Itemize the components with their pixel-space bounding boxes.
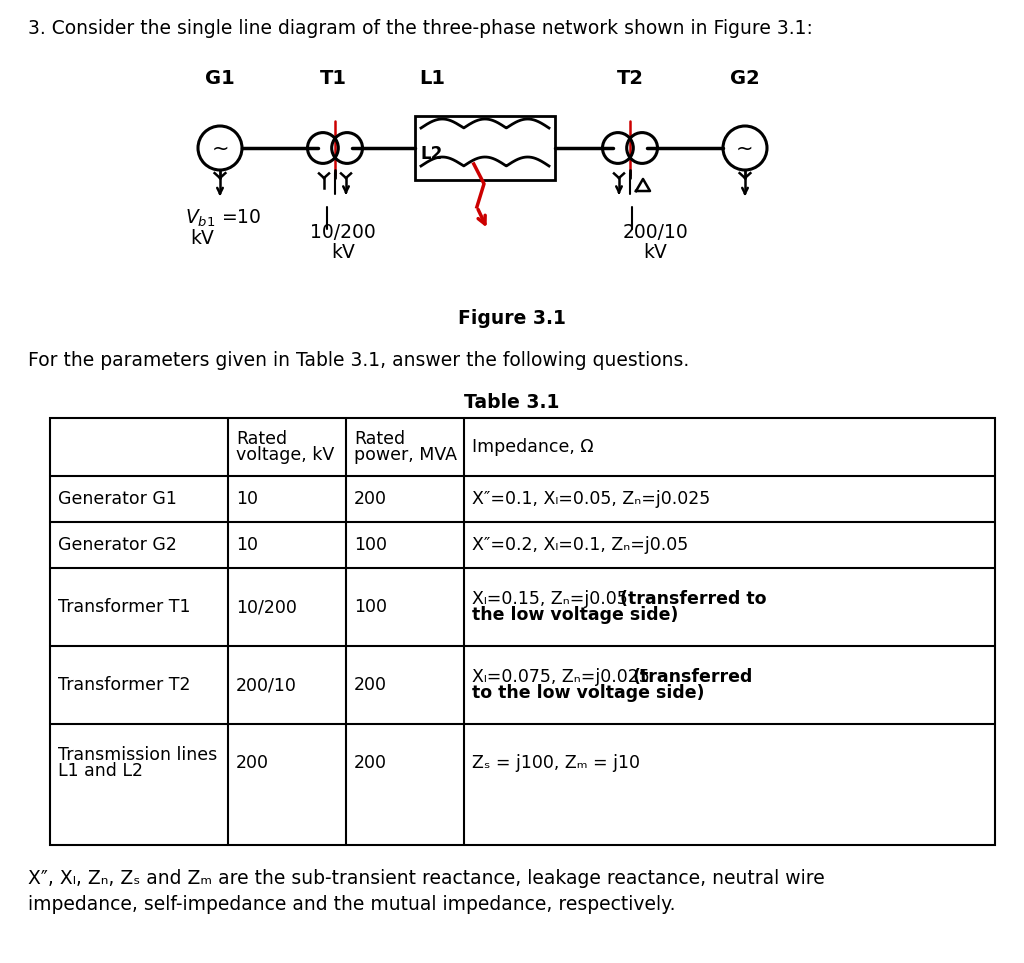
Text: L1: L1 [419,69,445,88]
Text: Xₗ=0.15, Zₙ=j0.05: Xₗ=0.15, Zₙ=j0.05 [472,589,633,608]
Bar [50,418,995,845]
Text: (transferred to: (transferred to [620,589,767,608]
Text: Transformer T2: Transformer T2 [58,676,190,694]
Bar [415,116,555,180]
Text: (transferred: (transferred [632,667,753,686]
Text: Table 3.1: Table 3.1 [464,393,560,411]
Text: 200: 200 [236,754,269,772]
Text: 10/200: 10/200 [310,223,376,243]
Text: Transformer T1: Transformer T1 [58,598,190,616]
Text: L1 and L2: L1 and L2 [58,763,143,780]
Text: $V_{b1}$ =10: $V_{b1}$ =10 [185,207,261,228]
Text: to the low voltage side): to the low voltage side) [472,685,705,702]
Text: T1: T1 [319,69,346,88]
Text: Generator G1: Generator G1 [58,490,177,508]
Text: ~: ~ [211,139,228,159]
Text: T2: T2 [616,69,643,88]
Text: kV: kV [331,244,355,263]
Text: Rated: Rated [354,429,406,448]
Text: 10/200: 10/200 [236,598,297,616]
Text: Figure 3.1: Figure 3.1 [458,308,566,327]
Text: Zₛ = j100, Zₘ = j10: Zₛ = j100, Zₘ = j10 [472,754,640,772]
Text: 200: 200 [354,754,387,772]
Text: X″, Xₗ, Zₙ, Zₛ and Zₘ are the sub-transient reactance, leakage reactance, neutra: X″, Xₗ, Zₙ, Zₛ and Zₘ are the sub-transi… [28,869,824,888]
Text: the low voltage side): the low voltage side) [472,607,678,624]
Text: 200/10: 200/10 [623,223,688,243]
Text: Xₗ=0.075, Zₙ=j0.025: Xₗ=0.075, Zₙ=j0.025 [472,667,655,686]
Text: 100: 100 [354,536,387,554]
Text: G1: G1 [205,69,234,88]
Text: 200: 200 [354,676,387,694]
Text: Rated: Rated [236,429,287,448]
Text: ~: ~ [736,139,754,159]
Text: Transmission lines: Transmission lines [58,745,217,764]
Text: 10: 10 [236,536,258,554]
Text: 3. Consider the single line diagram of the three-phase network shown in Figure 3: 3. Consider the single line diagram of t… [28,18,813,38]
Text: kV: kV [643,244,667,263]
Text: For the parameters given in Table 3.1, answer the following questions.: For the parameters given in Table 3.1, a… [28,351,689,370]
Text: kV: kV [190,228,214,247]
Text: power, MVA: power, MVA [354,447,457,464]
Text: X″=0.1, Xₗ=0.05, Zₙ=j0.025: X″=0.1, Xₗ=0.05, Zₙ=j0.025 [472,490,711,508]
Text: 200: 200 [354,490,387,508]
Text: 10: 10 [236,490,258,508]
Text: X″=0.2, Xₗ=0.1, Zₙ=j0.05: X″=0.2, Xₗ=0.1, Zₙ=j0.05 [472,536,688,554]
Text: L2: L2 [420,145,442,163]
Text: impedance, self-impedance and the mutual impedance, respectively.: impedance, self-impedance and the mutual… [28,895,676,914]
Text: voltage, kV: voltage, kV [236,447,334,464]
Text: 200/10: 200/10 [236,676,297,694]
Text: 100: 100 [354,598,387,616]
Text: G2: G2 [730,69,760,88]
Text: Impedance, Ω: Impedance, Ω [472,438,594,456]
Text: Generator G2: Generator G2 [58,536,177,554]
